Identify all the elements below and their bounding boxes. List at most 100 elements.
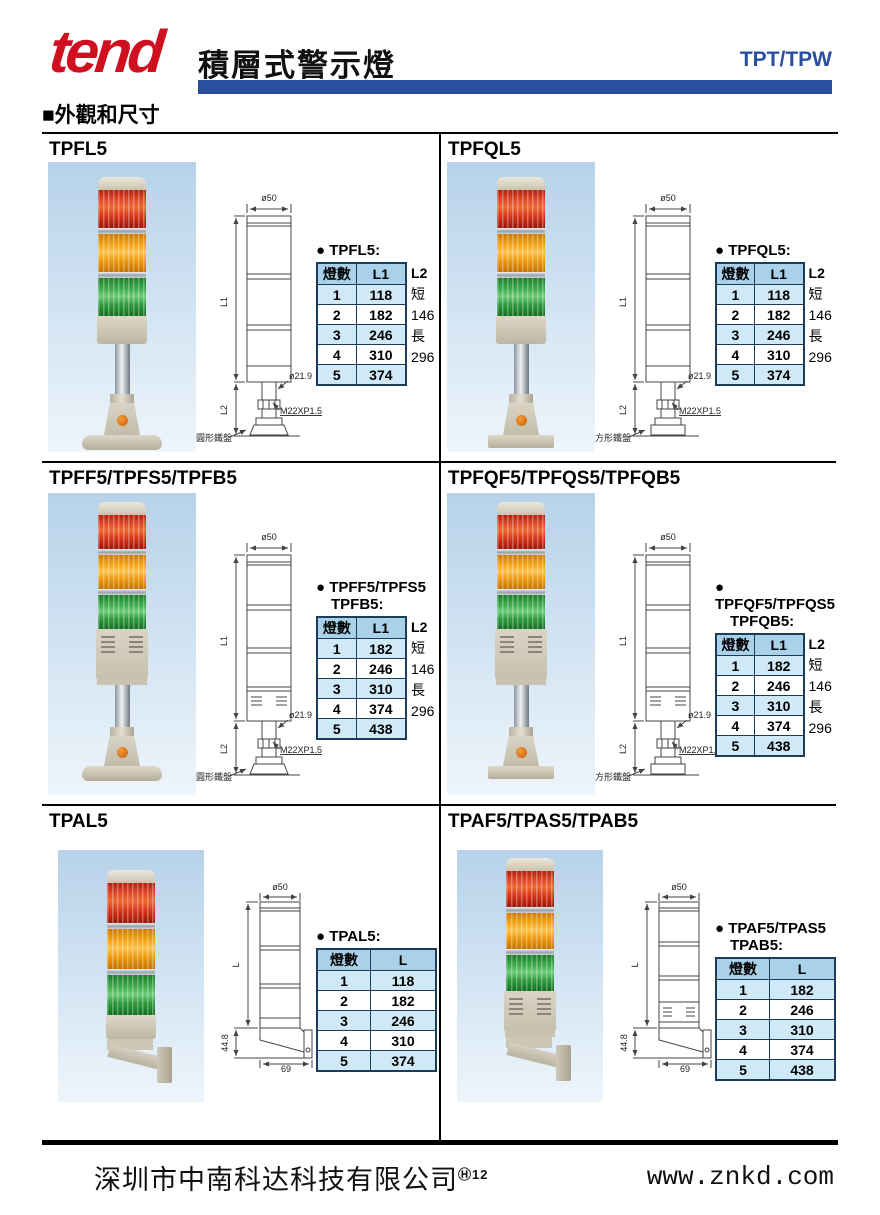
dim-l2: L2 xyxy=(219,744,229,754)
dim-l2: L2 xyxy=(618,744,628,754)
round-base xyxy=(82,435,162,450)
table-cell: 374 xyxy=(753,715,805,736)
table-cell: 5 xyxy=(715,735,755,757)
mount-nut xyxy=(110,394,134,403)
mount-pole xyxy=(114,344,130,394)
table-row: 1 182 xyxy=(316,638,407,659)
table-cell: 182 xyxy=(769,979,836,1000)
table-cell: 2 xyxy=(316,990,371,1011)
dimension-drawing: ø50 L 44.8 69 xyxy=(619,882,712,1072)
mount-nut xyxy=(509,727,533,736)
mount-nut xyxy=(110,727,134,736)
spec-title: ● TPFL5: xyxy=(316,242,381,259)
table-cell: 4 xyxy=(316,344,357,365)
dim-dia50: ø50 xyxy=(272,882,288,892)
table-row: 1 182 xyxy=(715,979,836,1000)
dim-dia50: ø50 xyxy=(261,193,277,203)
series-code: TPT/TPW xyxy=(739,48,832,71)
plate-label: 方形鐵盤 xyxy=(595,771,631,781)
dim-l: L xyxy=(630,962,640,967)
table-cell: 374 xyxy=(753,364,805,386)
mount-pole xyxy=(114,685,130,727)
green-lens xyxy=(497,595,545,629)
header-rule xyxy=(198,80,832,94)
dimension-table: 燈數 L1 1 182 2 246 3 310 4 374 5 438 xyxy=(316,616,408,740)
table-cell: 246 xyxy=(355,324,407,345)
product-photo xyxy=(58,850,204,1102)
spec-block: ● TPFQF5/TPFQS5 TPFQB5: 燈數 L1 1 182 2 246 3 3… xyxy=(715,579,836,757)
website-url: www.znkd.com xyxy=(646,1162,834,1192)
table-cell: 4 xyxy=(715,344,755,365)
table-cell: 2 xyxy=(715,304,755,325)
chrome-ring xyxy=(506,907,554,913)
table-cell: 438 xyxy=(753,735,805,757)
spec-title: ● TPFQF5/TPFQS5 TPFQB5: xyxy=(715,579,836,630)
light-body xyxy=(106,1015,156,1039)
green-lens xyxy=(497,278,545,316)
table-row: 3 310 xyxy=(316,678,407,699)
table-cell: 4 xyxy=(316,1030,371,1051)
table-cell: 310 xyxy=(753,344,805,365)
table-cell: 1 xyxy=(715,284,755,305)
chrome-ring xyxy=(107,969,155,975)
table-cell: 3 xyxy=(316,678,357,699)
dimension-drawing: ø50 L1 L2 ø21.9 M22XP1.5 方形鐵盤 xyxy=(595,532,721,781)
buzzer-unit xyxy=(96,629,148,679)
chrome-ring xyxy=(98,589,146,595)
table-cell: 182 xyxy=(355,638,407,659)
spec-block: ● TPAF5/TPAS5 TPAB5: 燈數 L 1 182 2 246 3 310 4 3… xyxy=(715,920,836,1081)
chrome-ring xyxy=(98,272,146,278)
spec-block: ● TPFF5/TPFS5 TPFB5: 燈數 L1 1 182 2 246 3 310 4… xyxy=(316,579,439,740)
plate-label: 方形鐵盤 xyxy=(595,432,631,442)
table-cell: 182 xyxy=(753,655,805,676)
orange-lens xyxy=(497,555,545,589)
red-lens xyxy=(98,515,146,549)
chrome-ring xyxy=(107,923,155,929)
table-row: 1 118 xyxy=(316,284,407,305)
table-cell: 182 xyxy=(753,304,805,325)
dim-thread: M22XP1.5 xyxy=(280,406,322,416)
product-photo xyxy=(457,850,603,1102)
dim-69: 69 xyxy=(281,1064,291,1072)
spec-title: ● TPFF5/TPFS5 TPFB5: xyxy=(316,579,426,613)
table-row: 5 438 xyxy=(316,718,407,740)
table-cell: 374 xyxy=(370,1050,437,1072)
product-photo xyxy=(48,162,196,452)
panel-title: TPAF5/TPAS5/TPAB5 xyxy=(448,811,639,832)
stack-light xyxy=(488,177,554,448)
orange-lens xyxy=(98,555,146,589)
registered-mark: Ⓗ12 xyxy=(458,1167,489,1182)
table-cell: 1 xyxy=(316,284,357,305)
panel-tpfqf5: TPFQF5/TPFQS5/TPFQB5 xyxy=(439,463,836,806)
dim-dia50: ø50 xyxy=(671,882,687,892)
table-row: 3 246 xyxy=(316,324,407,345)
table-row: 2 246 xyxy=(715,675,805,696)
brand-logo: tend xyxy=(46,18,165,85)
col-header: L1 xyxy=(355,262,407,285)
table-row: 4 310 xyxy=(316,1030,437,1051)
red-lens xyxy=(497,515,545,549)
col-header: 燈數 xyxy=(316,948,371,971)
green-lens xyxy=(107,975,155,1015)
chrome-ring xyxy=(497,549,545,555)
dim-thread: M22XP1.5 xyxy=(679,745,721,755)
dim-l1: L1 xyxy=(219,636,229,646)
dim-thread: M22XP1.5 xyxy=(679,406,721,416)
col-header: 燈數 xyxy=(715,633,755,656)
col-header: 燈數 xyxy=(316,616,357,639)
spec-block: ● TPAL5: 燈數 L 1 118 2 182 3 246 4 310 5 374 xyxy=(316,928,437,1072)
table-cell: 3 xyxy=(715,324,755,345)
dimension-drawing: ø50 L1 L2 ø21.9 M22XP1.5 方形鐵盤 xyxy=(595,193,721,442)
table-row: 4 374 xyxy=(715,715,805,736)
light-cap xyxy=(98,177,146,190)
table-cell: 1 xyxy=(715,979,770,1000)
dim-dia50: ø50 xyxy=(660,193,676,203)
table-cell: 5 xyxy=(316,364,357,386)
orange-lens xyxy=(497,234,545,272)
round-base xyxy=(82,766,162,781)
col-header: 燈數 xyxy=(715,957,770,980)
table-row: 2 246 xyxy=(316,658,407,679)
light-body xyxy=(496,679,546,685)
dimension-drawing: ø50 L 44.8 69 xyxy=(220,882,313,1072)
dim-thread: M22XP1.5 xyxy=(280,745,322,755)
